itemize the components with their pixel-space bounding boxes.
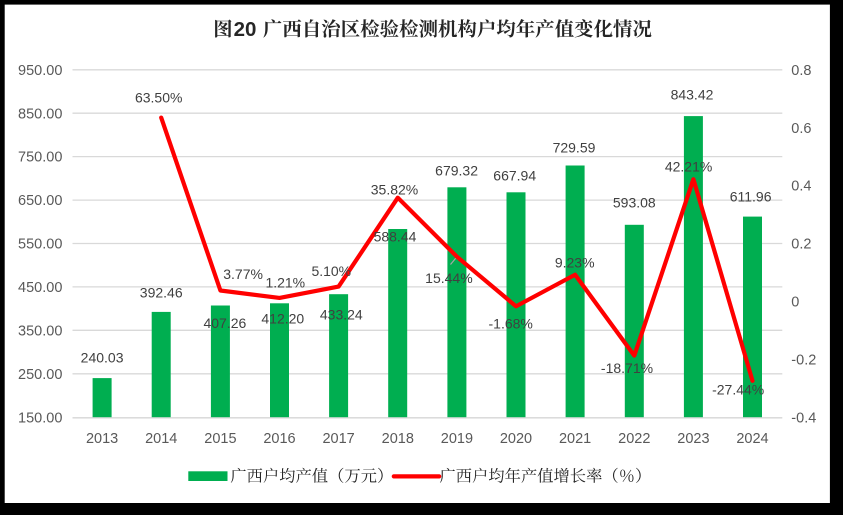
svg-text:63.50%: 63.50% bbox=[135, 90, 182, 106]
svg-text:3.77%: 3.77% bbox=[223, 266, 263, 282]
svg-text:350.00: 350.00 bbox=[18, 323, 62, 339]
svg-text:2015: 2015 bbox=[204, 431, 236, 447]
svg-text:407.26: 407.26 bbox=[203, 315, 246, 331]
svg-text:9.23%: 9.23% bbox=[555, 255, 595, 271]
svg-text:588.44: 588.44 bbox=[374, 228, 417, 244]
svg-text:240.03: 240.03 bbox=[81, 349, 124, 365]
svg-text:250.00: 250.00 bbox=[18, 367, 62, 383]
svg-text:42.21%: 42.21% bbox=[665, 159, 712, 175]
svg-text:2016: 2016 bbox=[263, 431, 295, 447]
svg-text:392.46: 392.46 bbox=[140, 284, 183, 300]
svg-text:0.8: 0.8 bbox=[791, 63, 811, 79]
svg-text:-18.71%: -18.71% bbox=[601, 360, 653, 376]
svg-text:593.08: 593.08 bbox=[613, 195, 656, 211]
svg-text:450.00: 450.00 bbox=[18, 280, 62, 296]
svg-text:2018: 2018 bbox=[382, 431, 414, 447]
svg-text:-0.4: -0.4 bbox=[791, 410, 816, 426]
svg-text:843.42: 843.42 bbox=[671, 87, 714, 103]
svg-text:-0.2: -0.2 bbox=[791, 352, 816, 368]
svg-text:550.00: 550.00 bbox=[18, 237, 62, 253]
svg-text:950.00: 950.00 bbox=[18, 63, 62, 79]
svg-text:750.00: 750.00 bbox=[18, 150, 62, 166]
svg-text:2017: 2017 bbox=[322, 431, 354, 447]
svg-text:729.59: 729.59 bbox=[553, 140, 596, 156]
svg-text:0.4: 0.4 bbox=[791, 179, 811, 195]
svg-text:667.94: 667.94 bbox=[493, 167, 536, 183]
svg-text:2020: 2020 bbox=[500, 431, 532, 447]
svg-text:-27.44%: -27.44% bbox=[712, 382, 764, 398]
svg-text:2013: 2013 bbox=[86, 431, 118, 447]
svg-text:150.00: 150.00 bbox=[18, 410, 62, 426]
svg-text:0.2: 0.2 bbox=[791, 237, 811, 253]
svg-text:2014: 2014 bbox=[145, 431, 177, 447]
svg-text:5.10%: 5.10% bbox=[311, 263, 351, 279]
svg-text:0: 0 bbox=[791, 295, 799, 311]
svg-text:2023: 2023 bbox=[677, 431, 709, 447]
svg-text:1.21%: 1.21% bbox=[265, 274, 305, 290]
svg-text:433.24: 433.24 bbox=[320, 306, 363, 322]
svg-text:-1.68%: -1.68% bbox=[489, 315, 533, 331]
svg-text:850.00: 850.00 bbox=[18, 106, 62, 122]
svg-text:0.6: 0.6 bbox=[791, 121, 811, 137]
svg-text:679.32: 679.32 bbox=[435, 162, 478, 178]
svg-text:412.20: 412.20 bbox=[261, 311, 304, 327]
svg-text:2024: 2024 bbox=[736, 431, 768, 447]
svg-text:2021: 2021 bbox=[559, 431, 591, 447]
svg-text:611.96: 611.96 bbox=[730, 188, 772, 204]
svg-text:20: 20 bbox=[234, 18, 257, 41]
svg-text:2019: 2019 bbox=[441, 431, 473, 447]
svg-text:2022: 2022 bbox=[618, 431, 650, 447]
svg-text:15.44%: 15.44% bbox=[425, 270, 472, 286]
svg-text:650.00: 650.00 bbox=[18, 193, 62, 209]
svg-text:35.82%: 35.82% bbox=[371, 182, 418, 198]
